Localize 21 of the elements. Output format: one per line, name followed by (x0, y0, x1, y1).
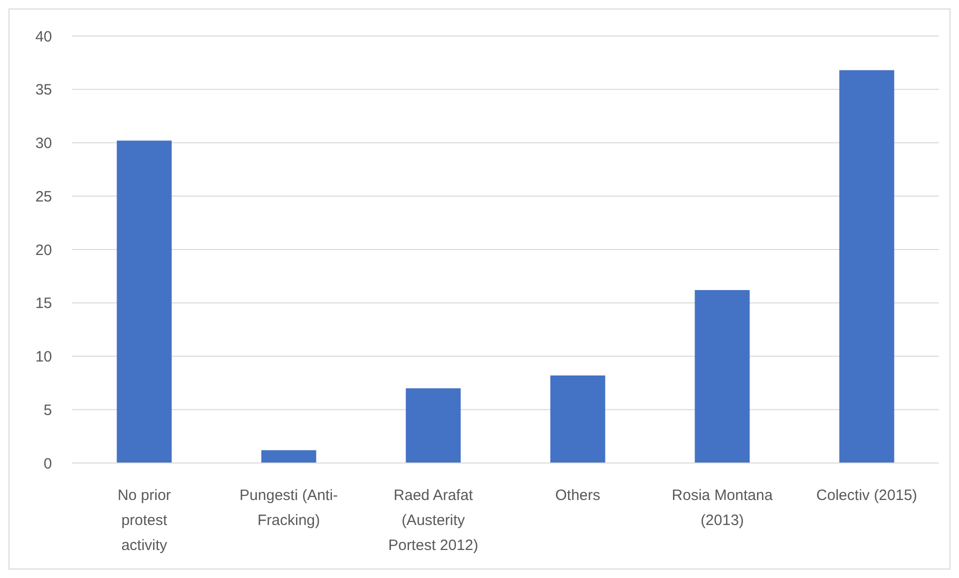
x-tick-label: Raed Arafat (Austerity Portest 2012) (388, 487, 478, 554)
bar (550, 375, 606, 463)
y-tick-label: 35 (35, 82, 52, 99)
bar (261, 450, 316, 463)
x-tick-label: Rosia Montana (2013) (672, 487, 774, 529)
bar (839, 70, 894, 463)
y-tick-label: 25 (35, 188, 52, 206)
bar (406, 388, 461, 463)
y-tick-label: 20 (35, 242, 52, 259)
bar (116, 140, 172, 463)
y-tick-label: 30 (35, 135, 52, 152)
y-tick-label: 40 (35, 28, 52, 46)
x-tick-label: Colectiv (2015) (816, 487, 918, 504)
y-tick-label: 10 (35, 348, 52, 366)
bar (694, 290, 750, 463)
y-tick-label: 5 (44, 402, 52, 419)
x-tick-label: Pungesti (Anti-Fracking) (240, 487, 338, 529)
y-tick-label: 15 (35, 295, 52, 312)
y-tick-label: 0 (44, 455, 52, 472)
x-tick-label: No prior protest activity (118, 487, 171, 554)
x-tick-label: Others (555, 487, 600, 504)
